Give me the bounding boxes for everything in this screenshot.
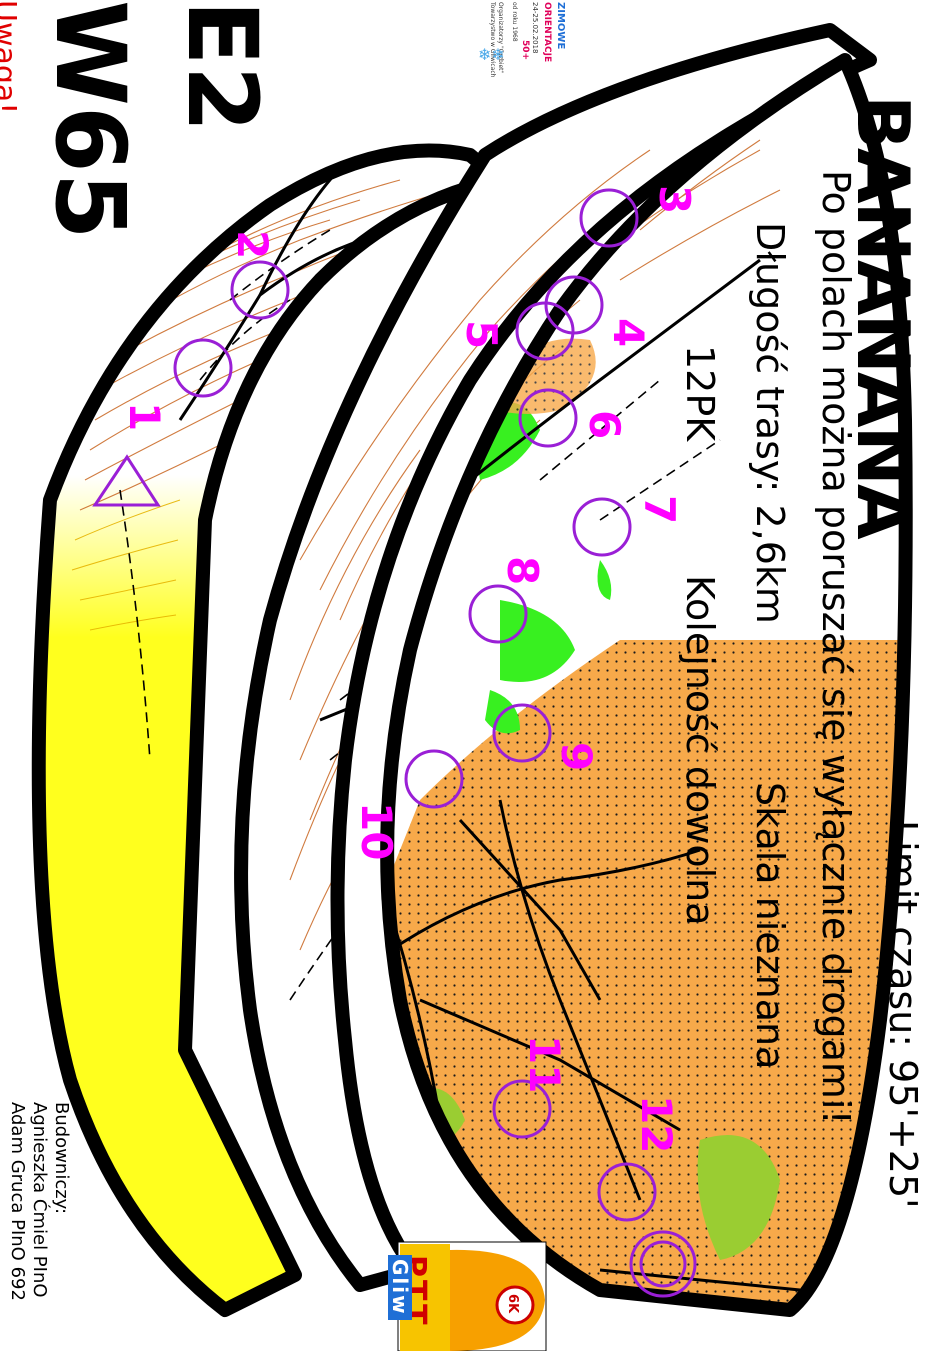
banana-left [31, 143, 507, 1317]
control-circle-10 [404, 749, 464, 809]
control-number-11: 11 [520, 1035, 569, 1093]
control-circle-6 [518, 388, 578, 448]
control-circle-12 [597, 1162, 657, 1222]
warning-label: Uwaga! [0, 0, 22, 115]
control-number-5: 5 [457, 320, 506, 349]
event-logo-line5: od roku 1968 [511, 2, 518, 42]
control-circle-5 [515, 301, 575, 361]
control-circle-8 [468, 584, 528, 644]
finish-circle-inner [639, 1240, 687, 1288]
event-logo-line2: ORIENTACJE [542, 2, 552, 63]
control-number-2: 2 [228, 230, 277, 259]
category-w65: W65 [34, 0, 146, 240]
event-logo-line4: 50+ [520, 40, 530, 61]
finish-circle-outer [629, 1230, 697, 1298]
control-number-10: 10 [352, 802, 401, 860]
builders-label: Budowniczy: [51, 1102, 72, 1215]
time-limit: Limit czasu: 95'+25' [881, 820, 925, 1209]
control-circle-3 [579, 188, 639, 248]
event-logo-line3: 24-25.02.2018 [531, 2, 539, 54]
controls-count: 12PK [678, 345, 722, 442]
start-triangle [92, 454, 161, 507]
event-logo-line7: Towarzystwo w Gliwicach [489, 2, 496, 78]
control-circle-9 [492, 703, 552, 763]
builder-name-1: Agnieszka Ćmiel PInO [29, 1102, 50, 1298]
banana-right [380, 53, 913, 1317]
control-number-1: 1 [120, 402, 169, 431]
category-e2: E2 [166, 0, 278, 133]
event-logo-line1: ZIMOWE [555, 2, 566, 50]
course: 1 2 3 4 5 6 7 8 9 10 11 12 [92, 185, 699, 1298]
control-circle-11 [492, 1079, 552, 1139]
control-number-3: 3 [650, 185, 699, 214]
control-circle-7 [572, 497, 632, 557]
control-number-12: 12 [632, 1095, 681, 1153]
club-logo-badge: 6K [505, 1294, 520, 1314]
control-number-7: 7 [635, 495, 684, 524]
club-logo-sub: Gliw [388, 1255, 412, 1320]
control-circle-2 [230, 260, 290, 320]
control-number-8: 8 [498, 556, 547, 585]
control-circle-1 [173, 338, 233, 398]
control-number-4: 4 [604, 318, 653, 347]
builder-name-2: Adam Gruca PInO 692 [7, 1102, 28, 1301]
control-number-6: 6 [580, 410, 629, 439]
map-scale: Skala nieznana [748, 782, 792, 1070]
course-length: Długość trasy: 2,6km [748, 222, 792, 624]
event-logo: ZIMOWE ORIENTACJE 24-25.02.2018 50+ od r… [438, 0, 568, 82]
road-rule: Po polach można poruszać się wyłącznie d… [814, 170, 858, 1125]
control-order: Kolejność dowolna [678, 575, 722, 926]
control-number-9: 9 [552, 742, 601, 771]
snowflake-icon: ❄❄ [478, 45, 505, 64]
